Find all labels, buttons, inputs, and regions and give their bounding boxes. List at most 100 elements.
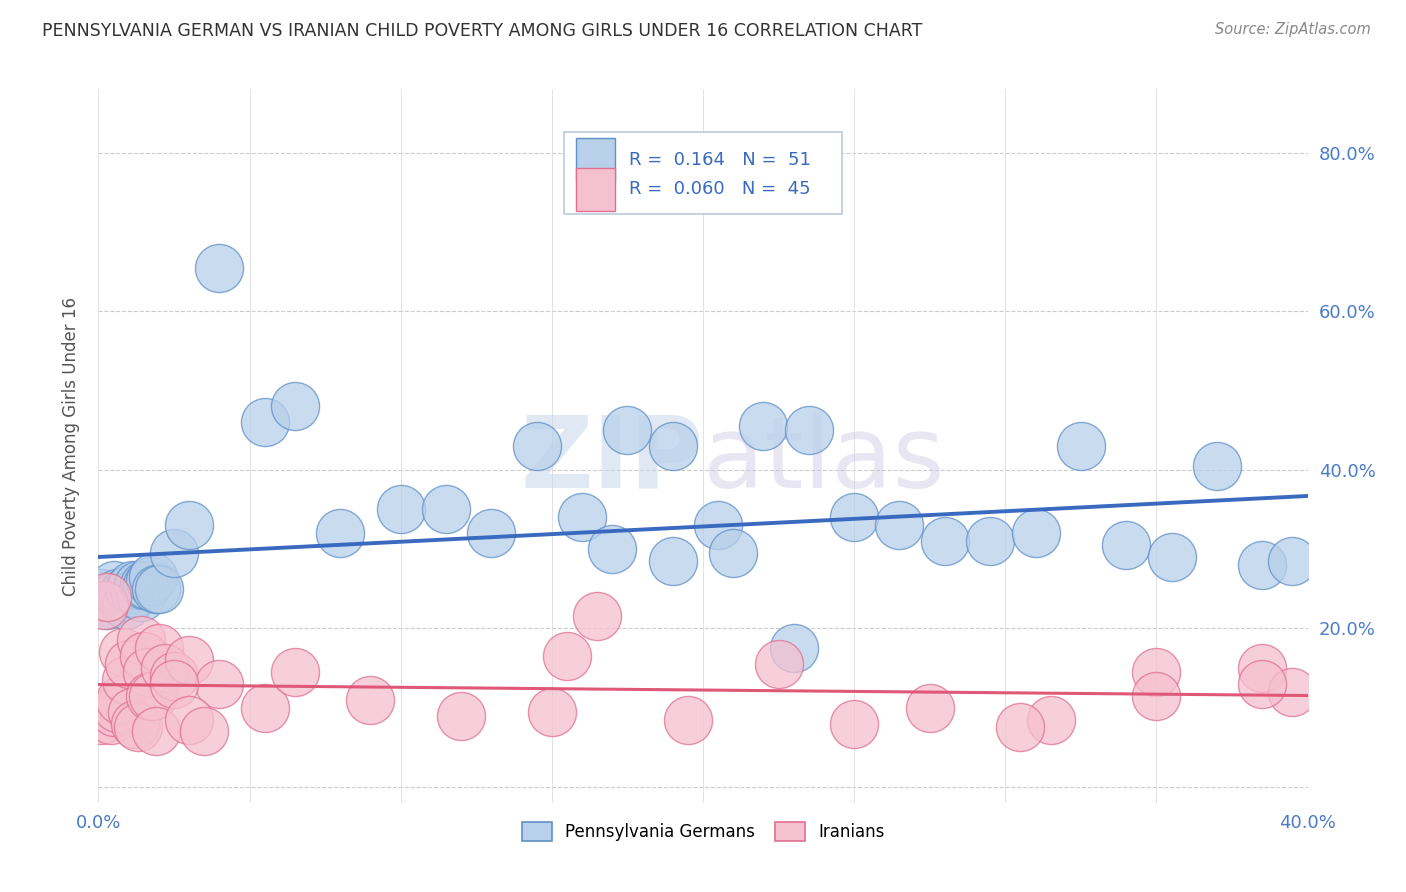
Point bbox=[179, 518, 201, 533]
Point bbox=[1024, 526, 1046, 541]
Point bbox=[1281, 554, 1303, 568]
Point bbox=[142, 570, 165, 584]
Text: Source: ZipAtlas.com: Source: ZipAtlas.com bbox=[1215, 22, 1371, 37]
Point bbox=[253, 415, 276, 429]
Point bbox=[148, 641, 170, 656]
Point bbox=[586, 609, 609, 624]
Text: ZIP: ZIP bbox=[520, 412, 703, 508]
Point bbox=[571, 510, 593, 524]
Point bbox=[124, 716, 146, 731]
Point bbox=[114, 598, 136, 612]
Point bbox=[1251, 677, 1274, 691]
Point bbox=[284, 665, 307, 679]
Point bbox=[135, 578, 157, 592]
Point bbox=[153, 661, 176, 675]
Point bbox=[127, 578, 149, 592]
Point bbox=[253, 700, 276, 714]
Point bbox=[145, 582, 167, 596]
Point bbox=[450, 708, 472, 723]
FancyBboxPatch shape bbox=[576, 138, 614, 181]
Point bbox=[1115, 538, 1137, 552]
Point bbox=[108, 590, 131, 604]
Point bbox=[105, 700, 128, 714]
Point bbox=[103, 705, 125, 719]
Point bbox=[103, 578, 125, 592]
Point bbox=[100, 590, 122, 604]
Point bbox=[979, 534, 1001, 549]
Legend: Pennsylvania Germans, Iranians: Pennsylvania Germans, Iranians bbox=[515, 815, 891, 848]
Point bbox=[918, 700, 941, 714]
Point bbox=[208, 677, 231, 691]
Point bbox=[121, 578, 143, 592]
Point bbox=[118, 657, 141, 671]
Point bbox=[797, 423, 820, 437]
Point bbox=[1160, 549, 1182, 564]
Point bbox=[100, 713, 122, 727]
Point bbox=[208, 260, 231, 275]
Point bbox=[434, 502, 457, 516]
Text: R =  0.164   N =  51: R = 0.164 N = 51 bbox=[630, 151, 811, 169]
Point bbox=[132, 649, 155, 664]
Point bbox=[114, 673, 136, 687]
Point bbox=[844, 510, 866, 524]
Point bbox=[1251, 558, 1274, 572]
Point bbox=[783, 641, 806, 656]
Point bbox=[139, 689, 162, 703]
Point bbox=[602, 542, 624, 557]
Point bbox=[129, 590, 152, 604]
Text: PENNSYLVANIA GERMAN VS IRANIAN CHILD POVERTY AMONG GIRLS UNDER 16 CORRELATION CH: PENNSYLVANIA GERMAN VS IRANIAN CHILD POV… bbox=[42, 22, 922, 40]
Point bbox=[118, 582, 141, 596]
Point bbox=[163, 546, 186, 560]
Point bbox=[1281, 685, 1303, 699]
Point bbox=[661, 554, 683, 568]
Point bbox=[127, 721, 149, 735]
Point bbox=[96, 598, 118, 612]
Point bbox=[526, 439, 548, 453]
Point bbox=[661, 439, 683, 453]
Point bbox=[93, 593, 115, 607]
Point bbox=[145, 724, 167, 739]
Point bbox=[707, 518, 730, 533]
Text: atlas: atlas bbox=[703, 412, 945, 508]
Point bbox=[105, 585, 128, 599]
Y-axis label: Child Poverty Among Girls Under 16: Child Poverty Among Girls Under 16 bbox=[62, 296, 80, 596]
Point bbox=[93, 598, 115, 612]
Point bbox=[540, 705, 562, 719]
Point bbox=[844, 716, 866, 731]
Point bbox=[329, 526, 352, 541]
Point bbox=[111, 585, 134, 599]
Text: R =  0.060   N =  45: R = 0.060 N = 45 bbox=[630, 180, 811, 198]
FancyBboxPatch shape bbox=[564, 132, 842, 214]
Point bbox=[193, 724, 215, 739]
Point bbox=[360, 692, 382, 706]
Point bbox=[90, 585, 112, 599]
Point bbox=[723, 546, 745, 560]
Point bbox=[179, 653, 201, 667]
Point bbox=[752, 419, 775, 434]
Point bbox=[1010, 721, 1032, 735]
Point bbox=[96, 590, 118, 604]
Point bbox=[676, 713, 699, 727]
Point bbox=[389, 502, 412, 516]
Point bbox=[142, 689, 165, 703]
Point bbox=[148, 582, 170, 596]
Point bbox=[284, 400, 307, 414]
Point bbox=[481, 526, 503, 541]
Point bbox=[1144, 689, 1167, 703]
Point bbox=[132, 578, 155, 592]
Point bbox=[139, 574, 162, 588]
Point bbox=[179, 713, 201, 727]
Point bbox=[129, 633, 152, 648]
Point bbox=[90, 713, 112, 727]
Point bbox=[121, 705, 143, 719]
FancyBboxPatch shape bbox=[576, 168, 614, 211]
Point bbox=[616, 423, 638, 437]
Point bbox=[163, 669, 186, 683]
Point bbox=[768, 657, 790, 671]
Point bbox=[555, 649, 578, 664]
Point bbox=[934, 534, 956, 549]
Point bbox=[1144, 665, 1167, 679]
Point bbox=[1039, 713, 1062, 727]
Point bbox=[163, 677, 186, 691]
Point bbox=[135, 665, 157, 679]
